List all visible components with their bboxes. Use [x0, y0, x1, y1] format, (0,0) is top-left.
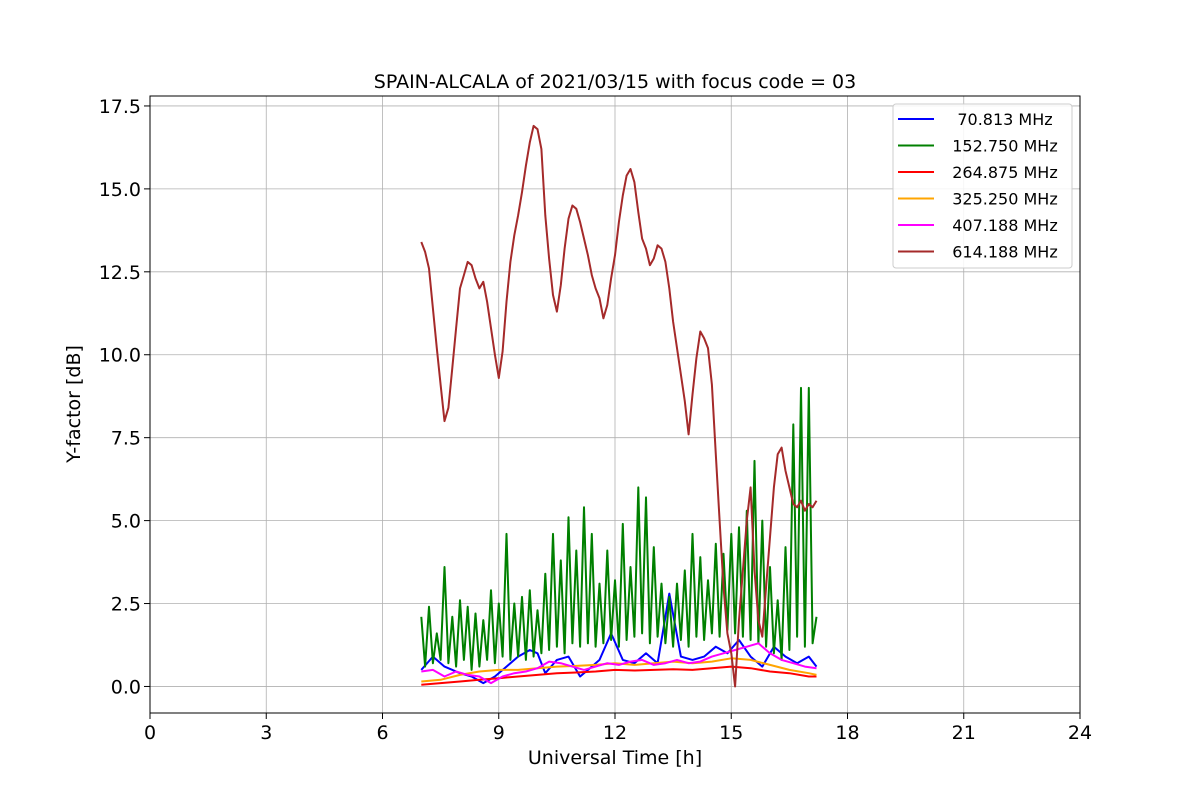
x-axis-ticks: 0 3 6 9 12 15 18 21 24: [144, 713, 1092, 744]
series-line-5: [420, 124, 818, 688]
legend-items: 70.813 MHz 152.750 MHz 264.875 MHz 325.250 …: [898, 110, 1058, 262]
x-tick-label: 0: [144, 722, 156, 744]
legend-box: [892, 103, 1073, 269]
series-layer: [420, 124, 818, 688]
y-axis-ticks: 0.0 2.5 5.0 7.5 10.0 12.5 15.0 17.5: [99, 96, 150, 698]
x-tick-label: 21: [952, 722, 976, 744]
legend-label: 70.813 MHz: [957, 110, 1052, 129]
series-line-4: [421, 642, 817, 685]
legend-label: 264.875 MHz: [952, 163, 1057, 182]
series-line-2: [421, 665, 817, 686]
series-line-0: [420, 592, 818, 685]
y-tick-label: 10.0: [99, 345, 141, 367]
y-tick-label: 2.5: [111, 594, 141, 616]
legend-label: 614.188 MHz: [952, 243, 1057, 262]
x-tick-label: 15: [719, 722, 743, 744]
y-tick-label: 0.0: [111, 676, 141, 698]
x-tick-label: 18: [835, 722, 859, 744]
x-tick-label: 24: [1068, 722, 1092, 744]
series-line-1: [420, 386, 818, 671]
y-tick-label: 5.0: [111, 511, 141, 533]
y-tick-label: 7.5: [111, 428, 141, 450]
x-tick-label: 3: [260, 722, 272, 744]
grid: [150, 96, 1080, 713]
chart-title: SPAIN-ALCALA of 2021/03/15 with focus co…: [374, 71, 856, 93]
y-axis-label: Y-factor [dB]: [63, 345, 85, 464]
x-tick-label: 9: [493, 722, 505, 744]
legend: 70.813 MHz 152.750 MHz 264.875 MHz 325.250 …: [892, 103, 1073, 269]
legend-label: 407.188 MHz: [952, 216, 1057, 235]
y-tick-label: 17.5: [99, 96, 141, 118]
x-tick-label: 12: [603, 722, 627, 744]
legend-label: 325.250 MHz: [952, 190, 1057, 209]
y-tick-label: 15.0: [99, 179, 141, 201]
y-tick-label: 12.5: [99, 262, 141, 284]
x-axis-label: Universal Time [h]: [528, 747, 702, 769]
x-tick-label: 6: [376, 722, 388, 744]
legend-label: 152.750 MHz: [952, 137, 1057, 156]
